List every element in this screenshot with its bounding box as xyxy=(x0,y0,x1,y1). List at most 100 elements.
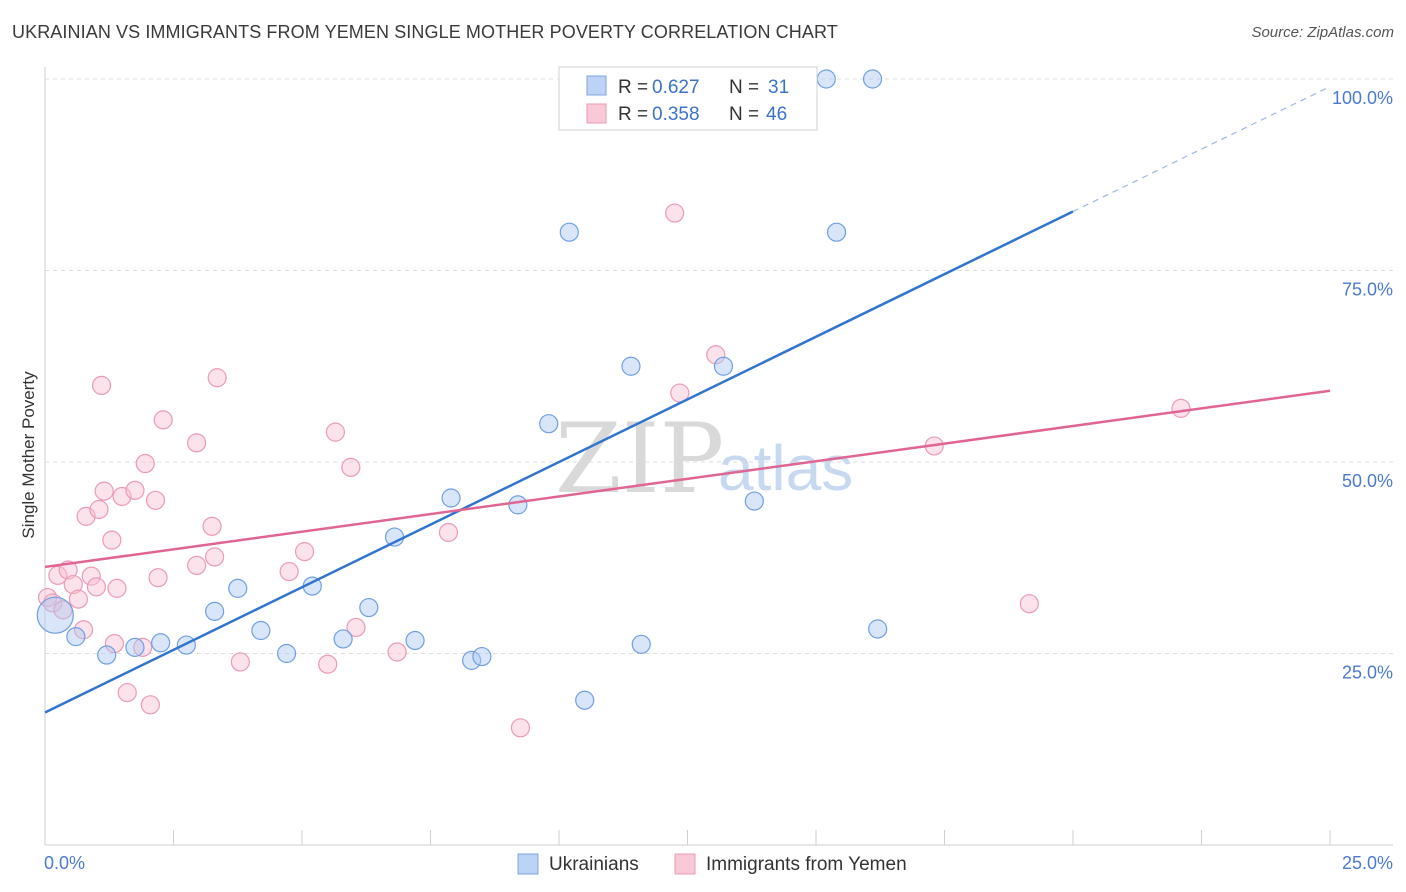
yemen-point-7 xyxy=(73,620,94,640)
ukrainians-point-0 xyxy=(36,596,74,634)
yemen-point-6 xyxy=(68,589,89,609)
y-axis-label: Single Mother Poverty xyxy=(19,371,38,539)
ukrainians-point-14 xyxy=(405,630,425,651)
y-tick-label-3: 100.0% xyxy=(1332,88,1393,108)
yemen-point-30 xyxy=(207,368,227,388)
ukrainians-point-25 xyxy=(744,491,764,511)
ukrainians-point-26 xyxy=(826,222,847,242)
yemen-point-26 xyxy=(187,433,207,453)
trend-lines xyxy=(44,86,1331,714)
ukrainians-point-27 xyxy=(868,619,888,639)
yemen-point-37 xyxy=(346,617,366,638)
y-tick-label-2: 75.0% xyxy=(1342,280,1393,300)
yemen-point-25 xyxy=(153,410,173,430)
ukrainians-point-19 xyxy=(539,414,559,434)
legend-r-label-2: R = xyxy=(618,104,648,125)
series-legend: Ukrainians Immigrants from Yemen xyxy=(517,853,907,875)
y-tick-labels: 25.0% 50.0% 75.0% 100.0% xyxy=(1332,88,1393,683)
yemen-point-12 xyxy=(91,375,112,395)
data-points xyxy=(36,69,1191,738)
series-legend-swatch-ukrainians xyxy=(517,853,539,875)
x-tick-labels: 0.0% 25.0% xyxy=(44,853,1393,873)
ukrainians-point-12 xyxy=(359,597,379,618)
yemen-point-13 xyxy=(94,481,114,501)
legend-r-value-yemen: 0.358 xyxy=(652,104,700,125)
ukrainians-trend-extension xyxy=(1072,86,1331,213)
ukrainians-point-1 xyxy=(66,627,86,647)
yemen-point-5 xyxy=(63,574,83,595)
yemen-point-19 xyxy=(125,480,145,500)
legend-n-label-1: N = xyxy=(729,77,759,98)
yemen-point-10 xyxy=(86,577,107,597)
watermark: ZIP atlas xyxy=(555,403,853,515)
ukrainians-point-29 xyxy=(816,69,836,89)
ukrainians-point-8 xyxy=(251,620,271,641)
y-tick-label-0: 25.0% xyxy=(1342,663,1393,683)
axes xyxy=(44,67,1393,846)
yemen-point-45 xyxy=(1019,594,1039,614)
stats-legend: R = 0.627 N = 31 R = 0.358 N = 46 xyxy=(558,66,818,131)
y-tick-label-1: 50.0% xyxy=(1342,471,1393,491)
yemen-point-14 xyxy=(102,530,122,550)
ukrainians-point-11 xyxy=(333,629,353,649)
ukrainians-point-7 xyxy=(228,578,248,598)
source-credit: Source: ZipAtlas.com xyxy=(1251,24,1394,41)
yemen-point-9 xyxy=(81,566,101,586)
yemen-point-35 xyxy=(325,422,346,442)
ukrainians-point-17 xyxy=(472,646,492,667)
yemen-point-46 xyxy=(1171,398,1191,418)
ukrainians-point-6 xyxy=(205,601,225,621)
yemen-point-20 xyxy=(133,637,153,657)
yemen-point-29 xyxy=(205,547,225,567)
ukrainians-point-24 xyxy=(713,356,734,376)
ukrainians-point-9 xyxy=(276,643,297,664)
yemen-point-39 xyxy=(438,522,459,543)
yemen-point-24 xyxy=(148,568,168,588)
legend-n-value-yemen: 46 xyxy=(766,104,787,125)
ukrainians-point-4 xyxy=(151,633,171,653)
ukrainians-point-3 xyxy=(125,637,145,657)
x-tick-label-max: 25.0% xyxy=(1342,853,1393,873)
ukrainians-point-18 xyxy=(508,495,528,515)
chart-title: UKRAINIAN VS IMMIGRANTS FROM YEMEN SINGL… xyxy=(12,22,838,42)
legend-n-label-2: N = xyxy=(729,104,759,125)
yemen-point-23 xyxy=(145,490,166,510)
series-legend-label-yemen: Immigrants from Yemen xyxy=(706,854,907,875)
ukrainians-trend-line xyxy=(44,210,1074,714)
yemen-point-27 xyxy=(187,555,207,576)
legend-r-value-ukrainians: 0.627 xyxy=(652,77,700,98)
yemen-point-28 xyxy=(202,516,222,536)
ukrainians-point-15 xyxy=(441,488,461,508)
ukrainians-point-2 xyxy=(97,645,117,665)
series-legend-label-ukrainians: Ukrainians xyxy=(549,854,639,875)
yemen-point-11 xyxy=(89,499,109,520)
yemen-trend-line xyxy=(44,389,1331,569)
grid-lines xyxy=(45,78,1393,654)
watermark-atlas: atlas xyxy=(718,432,853,504)
ukrainians-point-20 xyxy=(559,222,579,242)
legend-n-value-ukrainians: 31 xyxy=(768,77,789,98)
yemen-point-34 xyxy=(318,654,338,674)
yemen-point-21 xyxy=(135,453,155,474)
legend-swatch-ukrainians xyxy=(586,75,607,96)
yemen-point-16 xyxy=(107,578,127,598)
yemen-point-41 xyxy=(665,203,685,223)
yemen-point-22 xyxy=(140,695,160,715)
ukrainians-point-21 xyxy=(575,690,595,710)
yemen-point-40 xyxy=(510,718,531,738)
series-legend-swatch-yemen xyxy=(674,853,696,875)
yemen-point-38 xyxy=(387,642,407,662)
yemen-point-43 xyxy=(706,345,726,365)
yemen-point-32 xyxy=(279,561,299,582)
legend-r-label-1: R = xyxy=(618,77,648,98)
ukrainians-point-22 xyxy=(621,356,641,376)
yemen-point-33 xyxy=(294,542,315,562)
x-tick-label-min: 0.0% xyxy=(44,853,85,873)
watermark-zip: ZIP xyxy=(555,403,724,515)
yemen-point-31 xyxy=(230,652,250,672)
yemen-point-36 xyxy=(341,457,361,477)
yemen-point-15 xyxy=(104,633,124,654)
ukrainians-point-30 xyxy=(862,69,883,89)
ukrainians-point-5 xyxy=(176,635,196,655)
